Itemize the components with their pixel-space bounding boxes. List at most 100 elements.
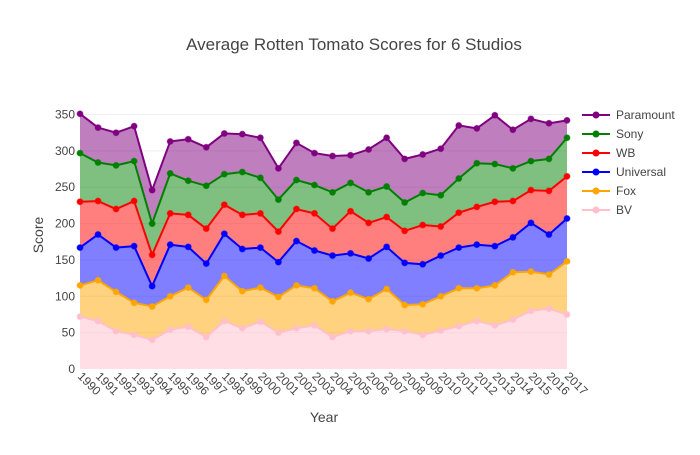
data-point-wb[interactable]: [274, 228, 282, 236]
data-point-bv[interactable]: [473, 317, 481, 325]
data-point-bv[interactable]: [238, 324, 246, 332]
data-point-wb[interactable]: [310, 209, 318, 217]
series-line-universal[interactable]: [79, 217, 568, 289]
data-point-fox[interactable]: [419, 300, 427, 308]
data-point-paramount[interactable]: [184, 135, 192, 143]
data-point-fox[interactable]: [184, 284, 192, 292]
data-point-paramount[interactable]: [112, 129, 120, 137]
data-point-fox[interactable]: [76, 281, 84, 289]
data-point-universal[interactable]: [545, 231, 553, 238]
data-point-universal[interactable]: [329, 252, 337, 260]
data-point-paramount[interactable]: [401, 155, 409, 163]
data-point-universal[interactable]: [184, 243, 192, 251]
data-point-sony[interactable]: [329, 188, 337, 196]
data-point-sony[interactable]: [274, 196, 282, 204]
data-point-bv[interactable]: [545, 305, 553, 313]
data-point-universal[interactable]: [563, 215, 571, 223]
data-point-bv[interactable]: [563, 310, 571, 318]
data-point-sony[interactable]: [473, 159, 481, 167]
data-point-sony[interactable]: [383, 183, 391, 191]
data-point-bv[interactable]: [383, 325, 391, 333]
data-point-universal[interactable]: [347, 249, 355, 257]
data-point-paramount[interactable]: [274, 164, 282, 172]
data-point-sony[interactable]: [509, 164, 517, 172]
data-point-fox[interactable]: [545, 270, 553, 278]
data-point-paramount[interactable]: [563, 116, 571, 124]
data-point-wb[interactable]: [527, 186, 535, 194]
data-point-wb[interactable]: [563, 172, 571, 180]
data-point-paramount[interactable]: [130, 122, 138, 130]
data-point-universal[interactable]: [292, 237, 300, 245]
data-point-fox[interactable]: [112, 288, 120, 296]
data-point-sony[interactable]: [527, 157, 535, 165]
data-point-bv[interactable]: [329, 333, 337, 341]
data-point-universal[interactable]: [166, 241, 174, 249]
data-point-universal[interactable]: [76, 244, 84, 252]
data-point-paramount[interactable]: [365, 145, 373, 153]
data-point-paramount[interactable]: [437, 145, 445, 153]
data-point-fox[interactable]: [292, 281, 300, 289]
area-bv[interactable]: [80, 308, 567, 369]
data-point-sony[interactable]: [148, 220, 156, 228]
data-point-bv[interactable]: [310, 321, 318, 329]
data-point-fox[interactable]: [310, 284, 318, 292]
data-point-universal[interactable]: [130, 242, 138, 250]
series-line-wb[interactable]: [79, 175, 568, 258]
data-point-paramount[interactable]: [148, 186, 156, 194]
data-point-universal[interactable]: [401, 259, 409, 267]
data-point-universal[interactable]: [455, 244, 463, 252]
data-point-wb[interactable]: [455, 209, 463, 217]
data-point-wb[interactable]: [347, 207, 355, 215]
data-point-fox[interactable]: [166, 292, 174, 300]
data-point-fox[interactable]: [383, 285, 391, 293]
data-point-paramount[interactable]: [310, 149, 318, 157]
data-point-universal[interactable]: [274, 258, 282, 266]
data-point-bv[interactable]: [365, 327, 373, 335]
data-point-fox[interactable]: [491, 281, 499, 289]
data-point-bv[interactable]: [527, 307, 535, 315]
data-point-wb[interactable]: [437, 223, 445, 231]
data-point-sony[interactable]: [184, 177, 192, 185]
data-point-universal[interactable]: [94, 231, 102, 238]
data-point-paramount[interactable]: [166, 137, 174, 145]
data-point-universal[interactable]: [509, 233, 517, 241]
area-fox[interactable]: [80, 261, 567, 340]
data-point-sony[interactable]: [365, 188, 373, 196]
area-universal[interactable]: [80, 218, 567, 307]
data-point-paramount[interactable]: [76, 110, 84, 118]
data-point-wb[interactable]: [202, 225, 210, 233]
legend-item-paramount[interactable]: Paramount: [582, 108, 675, 122]
data-point-universal[interactable]: [148, 282, 156, 290]
data-point-universal[interactable]: [202, 260, 210, 268]
legend-item-bv[interactable]: BV: [582, 203, 632, 217]
data-point-paramount[interactable]: [220, 129, 228, 137]
data-point-bv[interactable]: [76, 313, 84, 321]
data-point-paramount[interactable]: [545, 119, 553, 127]
data-point-fox[interactable]: [329, 297, 337, 305]
data-point-fox[interactable]: [130, 299, 138, 307]
data-point-fox[interactable]: [509, 268, 517, 276]
data-point-bv[interactable]: [256, 318, 264, 326]
data-point-fox[interactable]: [202, 296, 210, 304]
data-point-sony[interactable]: [310, 181, 318, 189]
data-point-fox[interactable]: [94, 276, 102, 284]
legend-item-universal[interactable]: Universal: [582, 165, 666, 179]
data-point-wb[interactable]: [545, 187, 553, 195]
data-point-universal[interactable]: [437, 252, 445, 260]
data-point-bv[interactable]: [220, 317, 228, 325]
data-point-fox[interactable]: [401, 301, 409, 309]
data-point-fox[interactable]: [274, 293, 282, 301]
data-point-paramount[interactable]: [383, 134, 391, 142]
data-point-paramount[interactable]: [473, 124, 481, 132]
data-point-sony[interactable]: [563, 134, 571, 142]
data-point-sony[interactable]: [130, 157, 138, 165]
data-point-bv[interactable]: [184, 323, 192, 331]
data-point-wb[interactable]: [112, 205, 120, 213]
data-point-sony[interactable]: [238, 168, 246, 176]
data-point-bv[interactable]: [202, 333, 210, 341]
data-point-wb[interactable]: [148, 251, 156, 259]
data-point-wb[interactable]: [383, 213, 391, 221]
series-line-fox[interactable]: [79, 260, 568, 308]
data-point-fox[interactable]: [238, 287, 246, 295]
data-point-wb[interactable]: [238, 211, 246, 219]
